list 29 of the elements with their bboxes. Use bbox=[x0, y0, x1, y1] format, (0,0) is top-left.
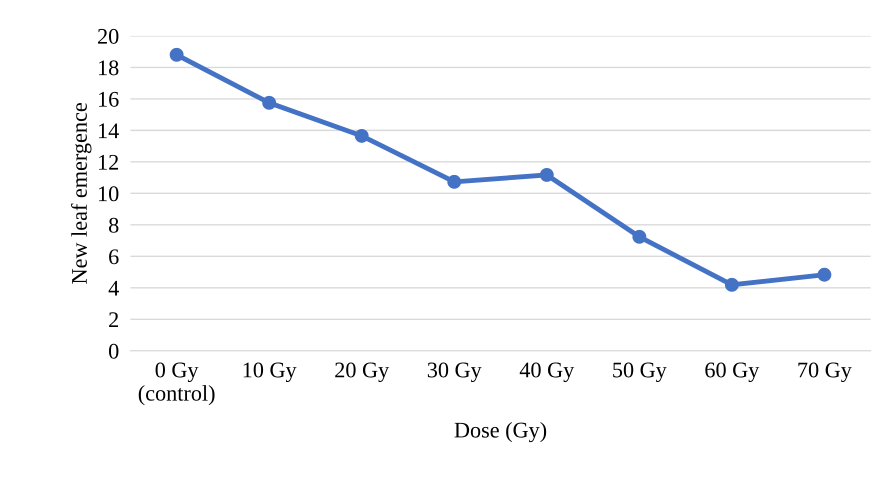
y-tick-label: 8 bbox=[109, 218, 118, 233]
y-tick-label: 16 bbox=[99, 92, 119, 107]
y-tick-label: 2 bbox=[109, 312, 118, 328]
point bbox=[632, 230, 646, 244]
y-tick-label: 4 bbox=[108, 280, 119, 296]
x-tick-label: 10 Gy bbox=[244, 362, 297, 382]
y-tick-label: 10 bbox=[99, 186, 118, 202]
y-tick-label: 12 bbox=[99, 154, 118, 170]
point bbox=[354, 128, 369, 143]
y-tick-label: 20 bbox=[98, 28, 118, 44]
x-tick-label: 30 Gy bbox=[428, 362, 482, 382]
point bbox=[817, 268, 832, 282]
x-tick-label: 40 Gy bbox=[520, 362, 574, 382]
y-tick-label: 14 bbox=[99, 123, 119, 138]
point bbox=[724, 278, 739, 292]
y-tick-label: 6 bbox=[109, 249, 119, 264]
point bbox=[262, 96, 276, 110]
x-tick-label: 60 Gy bbox=[705, 362, 760, 382]
point bbox=[447, 174, 462, 189]
y-axis-title: New leaf emergence bbox=[71, 103, 92, 284]
x-tick-label: 0 Gy (control) bbox=[138, 362, 215, 406]
x-tick-label: 70 Gy bbox=[798, 362, 852, 382]
point bbox=[540, 168, 554, 182]
point bbox=[170, 48, 184, 62]
y-tick-label: 0 bbox=[109, 344, 118, 359]
x-tick-label: 20 Gy bbox=[335, 362, 390, 382]
x-tick-label: 50 Gy bbox=[613, 362, 667, 382]
x-axis-title: Dose (Gy) bbox=[454, 422, 546, 442]
y-tick-label: 18 bbox=[99, 60, 118, 76]
